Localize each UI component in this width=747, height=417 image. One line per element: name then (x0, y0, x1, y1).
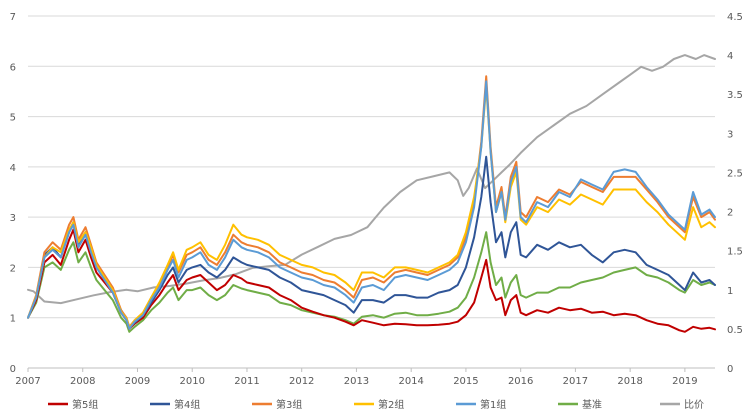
x-tick-label: 2009 (125, 376, 150, 387)
series-line-2 (27, 75, 716, 328)
y-right-tick-label: 1 (727, 286, 733, 297)
y-axis-right-ticks: 0 0.5 1 1.5 2 2.5 3 3.5 4 4.5 (727, 12, 743, 375)
x-tick-label: 2013 (344, 376, 369, 387)
y-left-tick-label: 3 (10, 213, 16, 224)
y-right-tick-label: 4 (727, 51, 733, 62)
y-right-tick-label: 0 (727, 364, 733, 375)
x-tick-label: 2010 (179, 376, 204, 387)
legend: 第5组 第4组 第3组 第2组 第1组 基准 比价 (48, 398, 704, 411)
legend-label: 第1组 (480, 398, 506, 411)
series-line-4 (27, 80, 716, 330)
series-line-0 (27, 228, 716, 333)
legend-label: 比价 (684, 399, 704, 411)
y-right-tick-label: 2 (727, 208, 733, 219)
y-right-tick-label: 2.5 (727, 168, 743, 179)
y-left-tick-label: 7 (10, 12, 16, 23)
y-right-tick-label: 1.5 (727, 247, 743, 258)
legend-label: 第4组 (174, 398, 200, 411)
y-left-tick-label: 2 (10, 263, 16, 274)
legend-label: 基准 (582, 398, 602, 411)
legend-label: 第3组 (276, 398, 302, 411)
y-right-tick-label: 3.5 (727, 90, 743, 101)
y-left-tick-label: 6 (10, 62, 16, 73)
x-tick-label: 2019 (672, 376, 697, 387)
x-tick-label: 2008 (70, 376, 95, 387)
y-right-tick-label: 3 (727, 129, 733, 140)
x-tick-label: 2016 (508, 376, 533, 387)
y-left-tick-label: 0 (10, 364, 16, 375)
legend-label: 第2组 (378, 398, 404, 411)
x-tick-label: 2007 (15, 376, 40, 387)
x-tick-label: 2017 (563, 376, 588, 387)
y-axis-left-ticks: 0 1 2 3 4 5 6 7 (10, 12, 16, 375)
series-line-1 (27, 155, 716, 329)
y-right-tick-label: 0.5 (727, 325, 743, 336)
y-left-tick-label: 4 (10, 163, 16, 174)
series-line-3 (27, 85, 716, 329)
x-tick-label: 2018 (617, 376, 642, 387)
x-tick-label: 2012 (289, 376, 314, 387)
y-left-tick-label: 5 (10, 113, 16, 124)
y-left-tick-label: 1 (10, 314, 16, 325)
x-tick-label: 2014 (398, 376, 423, 387)
x-tick-label: 2011 (234, 376, 259, 387)
x-tick-label: 2015 (453, 376, 478, 387)
series-line-6 (27, 54, 716, 305)
legend-label: 第5组 (72, 398, 98, 411)
series-layer (27, 54, 716, 333)
series-line-5 (27, 231, 716, 333)
y-right-tick-label: 4.5 (727, 12, 743, 23)
x-axis-ticks: 2007 2008 2009 2010 2011 2012 2013 2014 2015 2016… (15, 368, 698, 387)
grid-lines (28, 15, 715, 319)
